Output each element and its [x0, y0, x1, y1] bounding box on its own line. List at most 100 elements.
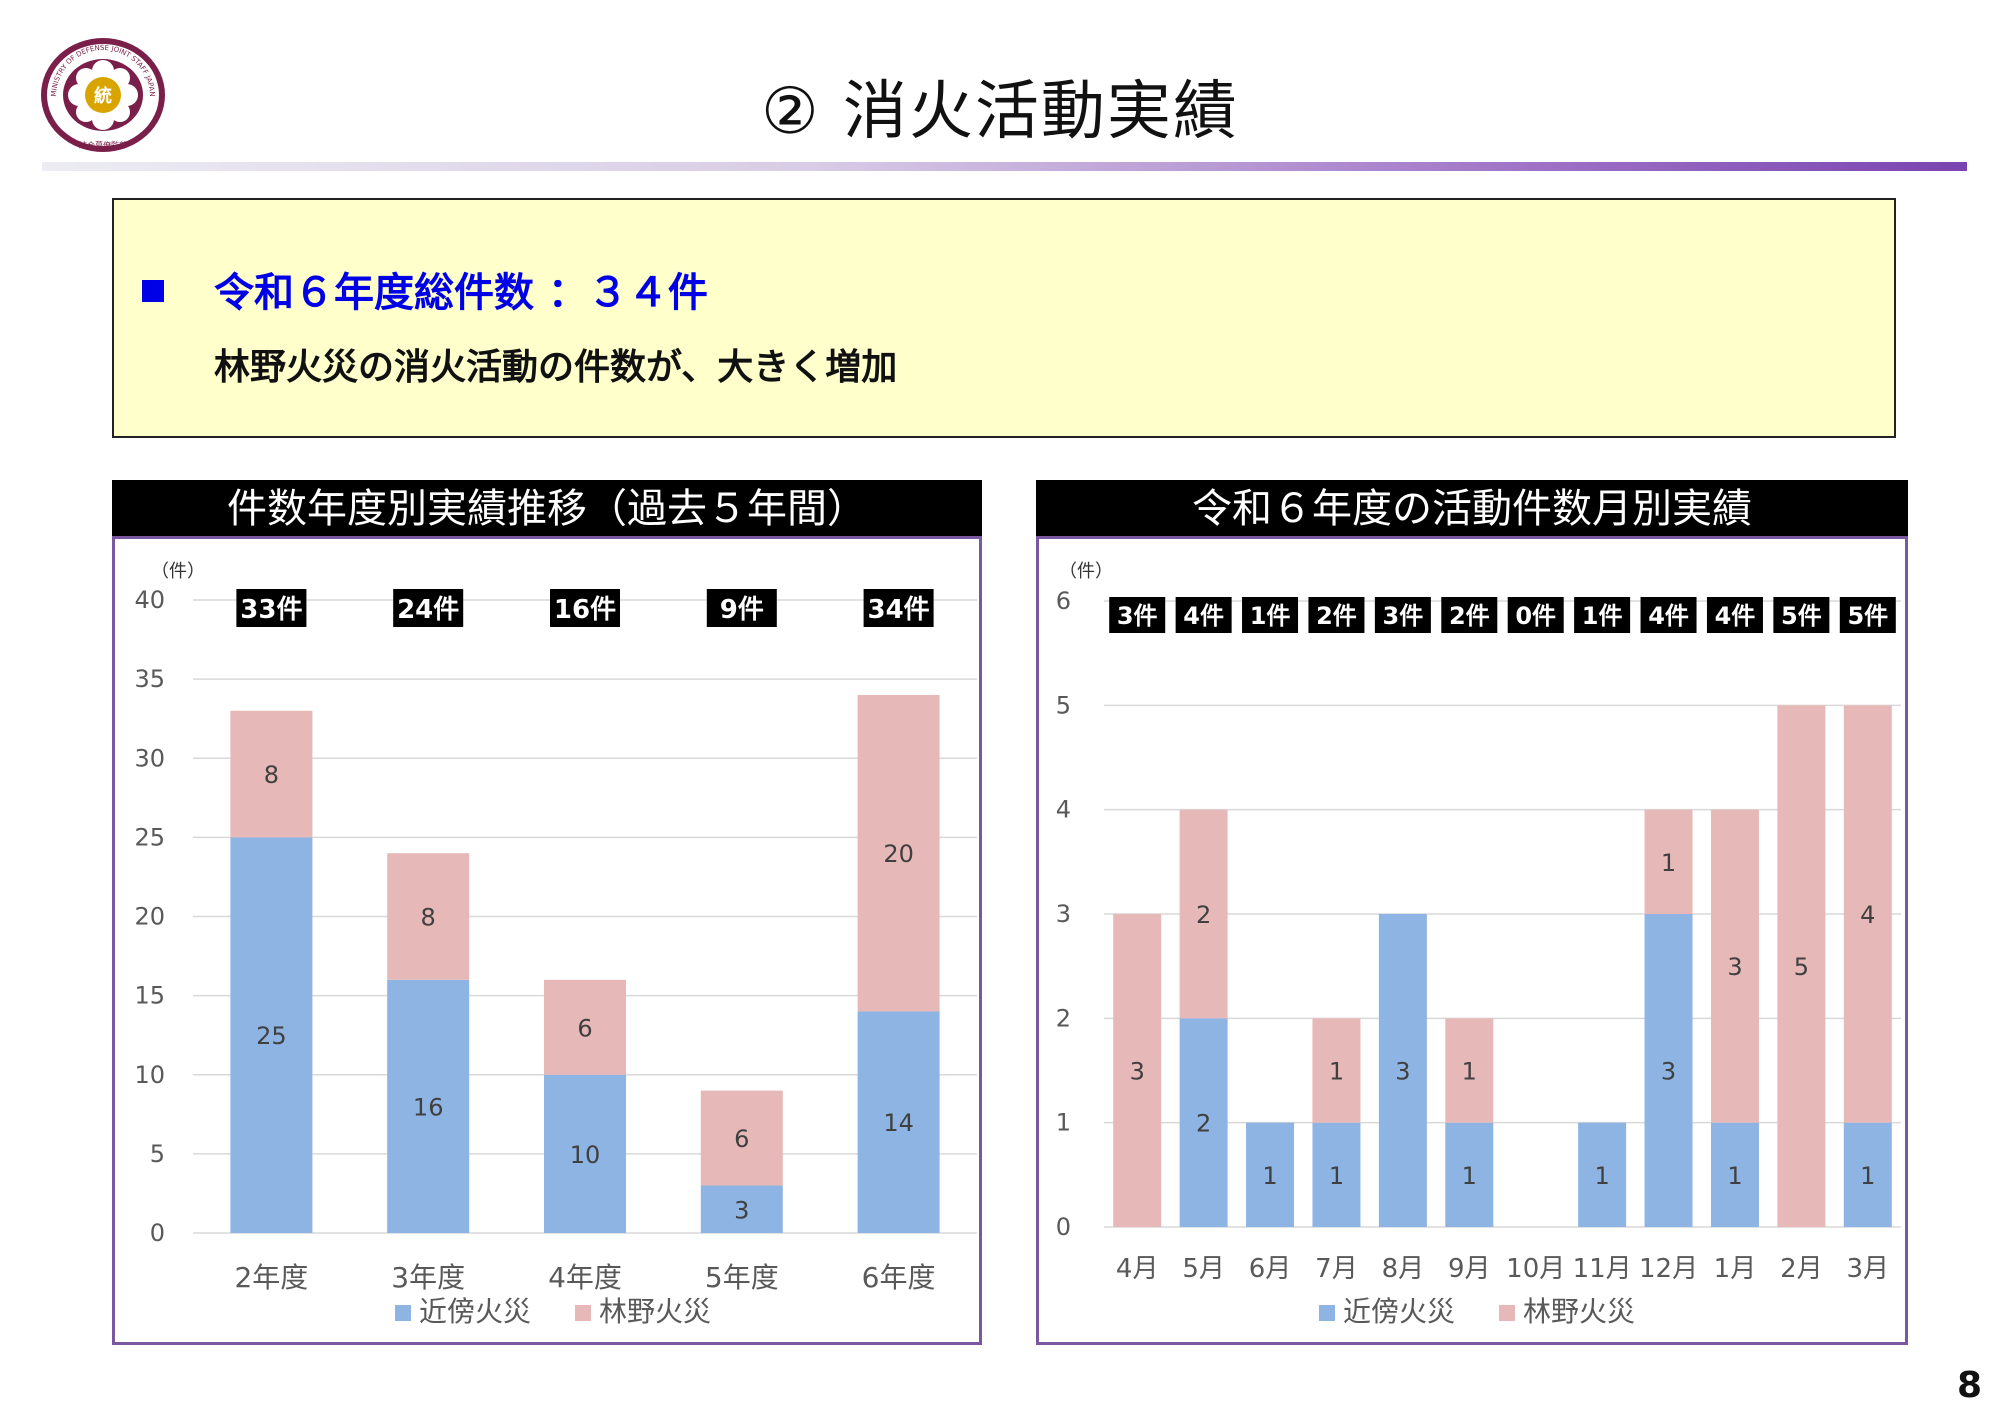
- legend-swatch-near-fire: [1319, 1305, 1335, 1321]
- data-label: 3: [1395, 1058, 1410, 1086]
- near-fire-bar: [230, 837, 313, 1233]
- near-fire-bar: [1312, 1122, 1361, 1227]
- total-badge: [863, 589, 934, 627]
- total-label: 24件: [397, 595, 459, 625]
- data-label: 2: [1196, 901, 1211, 929]
- y-tick-label: 30: [134, 744, 165, 772]
- total-label: 34件: [868, 595, 930, 625]
- near-fire-bar: [1644, 914, 1693, 1227]
- total-badge: [393, 589, 464, 627]
- total-label: 2件: [1316, 602, 1357, 630]
- emblem-icon: 統 MINISTRY OF DEFENSE JOINT STAFF JAPAN …: [41, 38, 165, 152]
- y-unit-label: （件）: [151, 561, 205, 582]
- x-tick-label: 8月: [1382, 1254, 1425, 1284]
- forest-fire-bar: [1179, 809, 1228, 1019]
- data-label: 14: [883, 1109, 914, 1137]
- total-label: 4件: [1715, 602, 1756, 630]
- near-fire-bar: [1246, 1122, 1295, 1227]
- annual-chart-title: 件数年度別実績推移（過去５年間）: [112, 480, 982, 538]
- near-fire-bar: [857, 1011, 940, 1233]
- total-label: 4件: [1648, 602, 1689, 630]
- total-label: 5件: [1847, 602, 1888, 630]
- near-fire-bar: [1179, 1018, 1228, 1227]
- total-label: 4件: [1183, 602, 1224, 630]
- square-bullet-icon: [142, 280, 164, 302]
- x-tick-label: 11月: [1573, 1254, 1632, 1284]
- x-tick-label: 6月: [1249, 1254, 1292, 1284]
- data-label: 4: [1860, 901, 1875, 929]
- page-title: ② 消火活動実績: [761, 75, 1239, 149]
- total-label: 2件: [1449, 602, 1490, 630]
- data-label: 3: [1727, 953, 1742, 981]
- y-tick-label: 5: [150, 1140, 165, 1168]
- data-label: 1: [1329, 1058, 1344, 1086]
- total-label: 1件: [1250, 602, 1291, 630]
- x-tick-label: 7月: [1315, 1254, 1358, 1284]
- data-label: 16: [413, 1093, 444, 1121]
- forest-fire-bar: [1777, 705, 1826, 1227]
- total-badge: [1574, 597, 1631, 633]
- data-label: 3: [1661, 1058, 1676, 1086]
- x-tick-label: 9月: [1448, 1254, 1491, 1284]
- near-fire-bar: [700, 1185, 783, 1233]
- total-badge: [1773, 597, 1830, 633]
- y-tick-label: 25: [134, 823, 165, 851]
- total-label: 3件: [1383, 602, 1424, 630]
- y-tick-label: 4: [1056, 796, 1071, 824]
- total-label: 5件: [1781, 602, 1822, 630]
- data-label: 1: [1727, 1162, 1742, 1190]
- svg-text:統: 統: [94, 85, 112, 107]
- x-tick-label: 2月: [1780, 1254, 1823, 1284]
- total-label: 33件: [240, 595, 302, 625]
- total-badge: [1242, 597, 1299, 633]
- x-tick-label: 4月: [1116, 1254, 1159, 1284]
- annual-stacked-bar-chart: 0 5 10 15 20 25 30 35 40 （件） 25 8 2年度 33件 16 8 3年度 24件 10 6…: [134, 561, 977, 1328]
- y-tick-label: 3: [1056, 900, 1071, 928]
- legend-label: 林野火災: [599, 1295, 711, 1328]
- x-tick-label: 10月: [1506, 1254, 1565, 1284]
- data-label: 10: [570, 1141, 601, 1169]
- x-tick-label: 4年度: [548, 1261, 622, 1294]
- y-tick-label: 0: [1056, 1213, 1071, 1241]
- total-badge: [1507, 597, 1564, 633]
- data-label: 6: [734, 1125, 749, 1153]
- y-tick-label: 15: [134, 982, 165, 1010]
- summary-note: 林野火災の消火活動の件数が、大きく増加: [214, 347, 898, 388]
- total-badge: [706, 589, 777, 627]
- x-tick-label: 2年度: [234, 1261, 308, 1294]
- summary-box: 令和６年度総件数 ：３４件 林野火災の消火活動の件数が、大きく増加: [112, 198, 1896, 438]
- y-tick-label: 10: [134, 1061, 165, 1089]
- data-label: 1: [1661, 849, 1676, 877]
- title-divider: [42, 162, 1967, 171]
- monthly-chart-panel: 令和６年度の活動件数月別実績 0 1 2 3 4 5 6 （件） 3 4月 3件 2 2 5月 4件 1 6月 1…: [1036, 480, 1908, 1345]
- x-tick-label: 3年度: [391, 1261, 465, 1294]
- data-label: 6: [577, 1014, 592, 1042]
- data-label: 1: [1329, 1162, 1344, 1190]
- forest-fire-bar: [1113, 914, 1162, 1227]
- data-label: 3: [734, 1196, 749, 1224]
- y-tick-label: 5: [1056, 691, 1071, 719]
- forest-fire-bar: [700, 1090, 783, 1186]
- forest-fire-bar: [230, 710, 313, 838]
- total-badge: [1640, 597, 1697, 633]
- total-badge: [1374, 597, 1431, 633]
- data-label: 25: [256, 1022, 287, 1050]
- legend-label: 近傍火災: [419, 1295, 531, 1328]
- x-tick-label: 1月: [1714, 1254, 1757, 1284]
- near-fire-bar: [1710, 1122, 1759, 1227]
- x-tick-label: 12月: [1639, 1254, 1698, 1284]
- legend-label: 林野火災: [1523, 1295, 1635, 1328]
- legend-swatch-forest-fire: [1499, 1305, 1515, 1321]
- total-badge: [236, 589, 307, 627]
- total-label: 3件: [1117, 602, 1158, 630]
- data-label: 8: [421, 904, 436, 932]
- legend-swatch-near-fire: [395, 1305, 411, 1321]
- joint-staff-emblem: 統 MINISTRY OF DEFENSE JOINT STAFF JAPAN …: [38, 35, 168, 155]
- y-tick-label: 6: [1056, 587, 1071, 615]
- total-label: 1件: [1582, 602, 1623, 630]
- legend-swatch-forest-fire: [575, 1305, 591, 1321]
- data-label: 5: [1794, 953, 1809, 981]
- data-label: 1: [1462, 1058, 1477, 1086]
- data-label: 1: [1860, 1162, 1875, 1190]
- near-fire-bar: [1843, 1122, 1892, 1227]
